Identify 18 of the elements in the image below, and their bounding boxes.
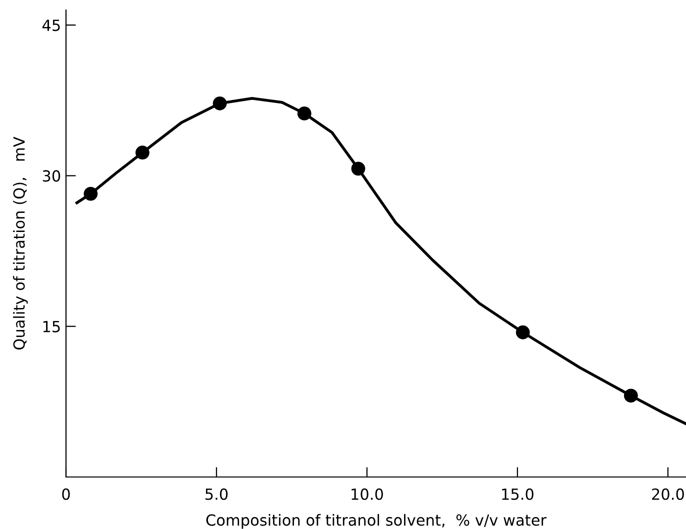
x-tick-label: 0 xyxy=(62,488,70,500)
point xyxy=(297,106,312,120)
x-axis-title: Composition of titranol solvent, % v/v water xyxy=(206,514,547,529)
point xyxy=(624,388,638,403)
point xyxy=(212,96,227,110)
y-axis-title: Quality of titration (Q), mV xyxy=(13,136,28,350)
x-tick-label: 5.0 xyxy=(206,488,228,500)
y-tick-label: 15 xyxy=(43,321,60,332)
x-tick-label: 20.0 xyxy=(652,488,684,500)
x-tick-label: 15.0 xyxy=(502,488,534,500)
line-series xyxy=(75,96,686,426)
point xyxy=(136,146,150,160)
point xyxy=(84,186,98,201)
point xyxy=(351,162,366,176)
point xyxy=(516,325,530,340)
y-tick-label: 45 xyxy=(42,20,60,32)
y-tick-label: 30 xyxy=(42,170,60,182)
x-tick-label: 10.0 xyxy=(352,488,383,500)
